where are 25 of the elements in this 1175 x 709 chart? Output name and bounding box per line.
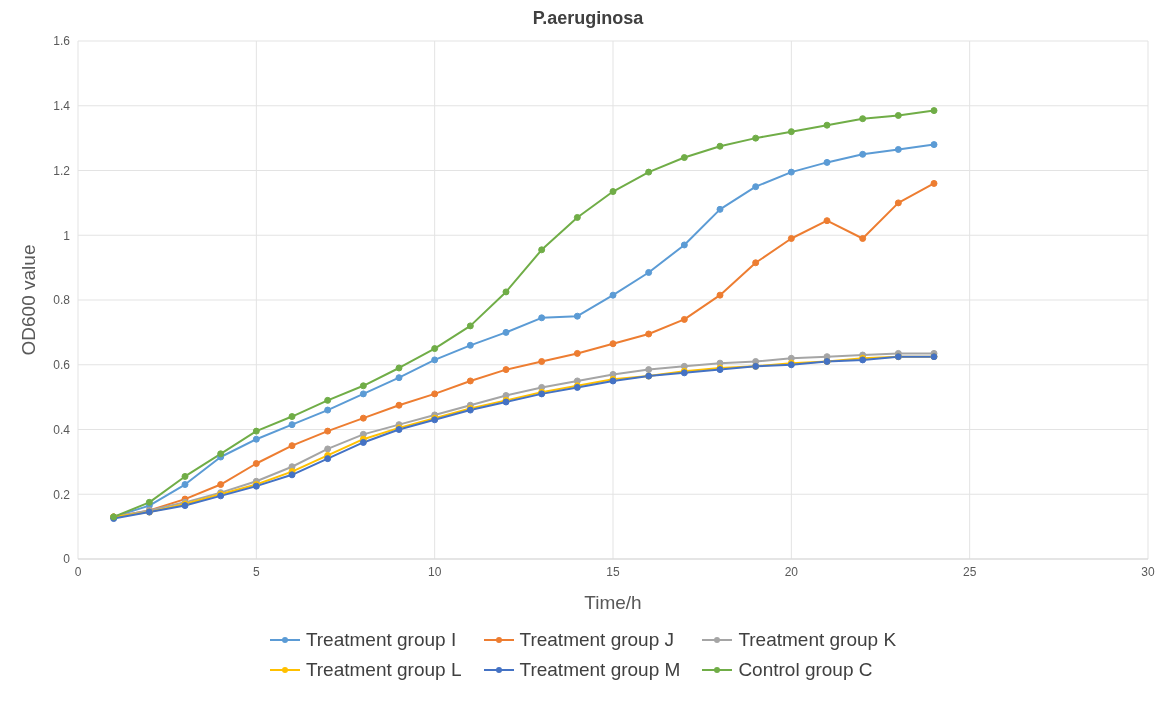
x-tick-label: 0 xyxy=(74,564,82,579)
y-tick-label: 1.6 xyxy=(53,34,71,49)
legend-label: Treatment group M xyxy=(519,659,681,681)
y-tick-label: 1.2 xyxy=(53,163,71,178)
x-tick-label: 5 xyxy=(252,564,260,579)
chart-title: P.aeruginosa xyxy=(531,8,645,29)
y-tick-label: 0.4 xyxy=(53,422,71,437)
legend-label: Treatment group L xyxy=(305,659,462,681)
y-tick-label: 1 xyxy=(63,228,71,243)
legend-label: Treatment group K xyxy=(738,629,897,651)
y-tick-label: 0.2 xyxy=(53,487,71,502)
y-tick-label: 0 xyxy=(63,552,71,567)
x-tick-label: 30 xyxy=(1141,564,1155,579)
y-tick-label: 0.6 xyxy=(53,358,71,373)
legend-label: Treatment group I xyxy=(305,629,457,651)
x-tick-label: 20 xyxy=(784,564,799,579)
legend-label: Control group C xyxy=(738,659,873,681)
x-tick-label: 25 xyxy=(962,564,977,579)
y-tick-label: 0.8 xyxy=(53,293,71,308)
y-tick-label: 1.4 xyxy=(53,99,71,114)
y-axis-title: OD600 value xyxy=(17,244,39,356)
legend-label: Treatment group J xyxy=(519,629,675,651)
x-tick-label: 15 xyxy=(606,564,620,579)
x-axis-title: Time/h xyxy=(584,592,642,613)
x-tick-label: 10 xyxy=(427,564,442,579)
